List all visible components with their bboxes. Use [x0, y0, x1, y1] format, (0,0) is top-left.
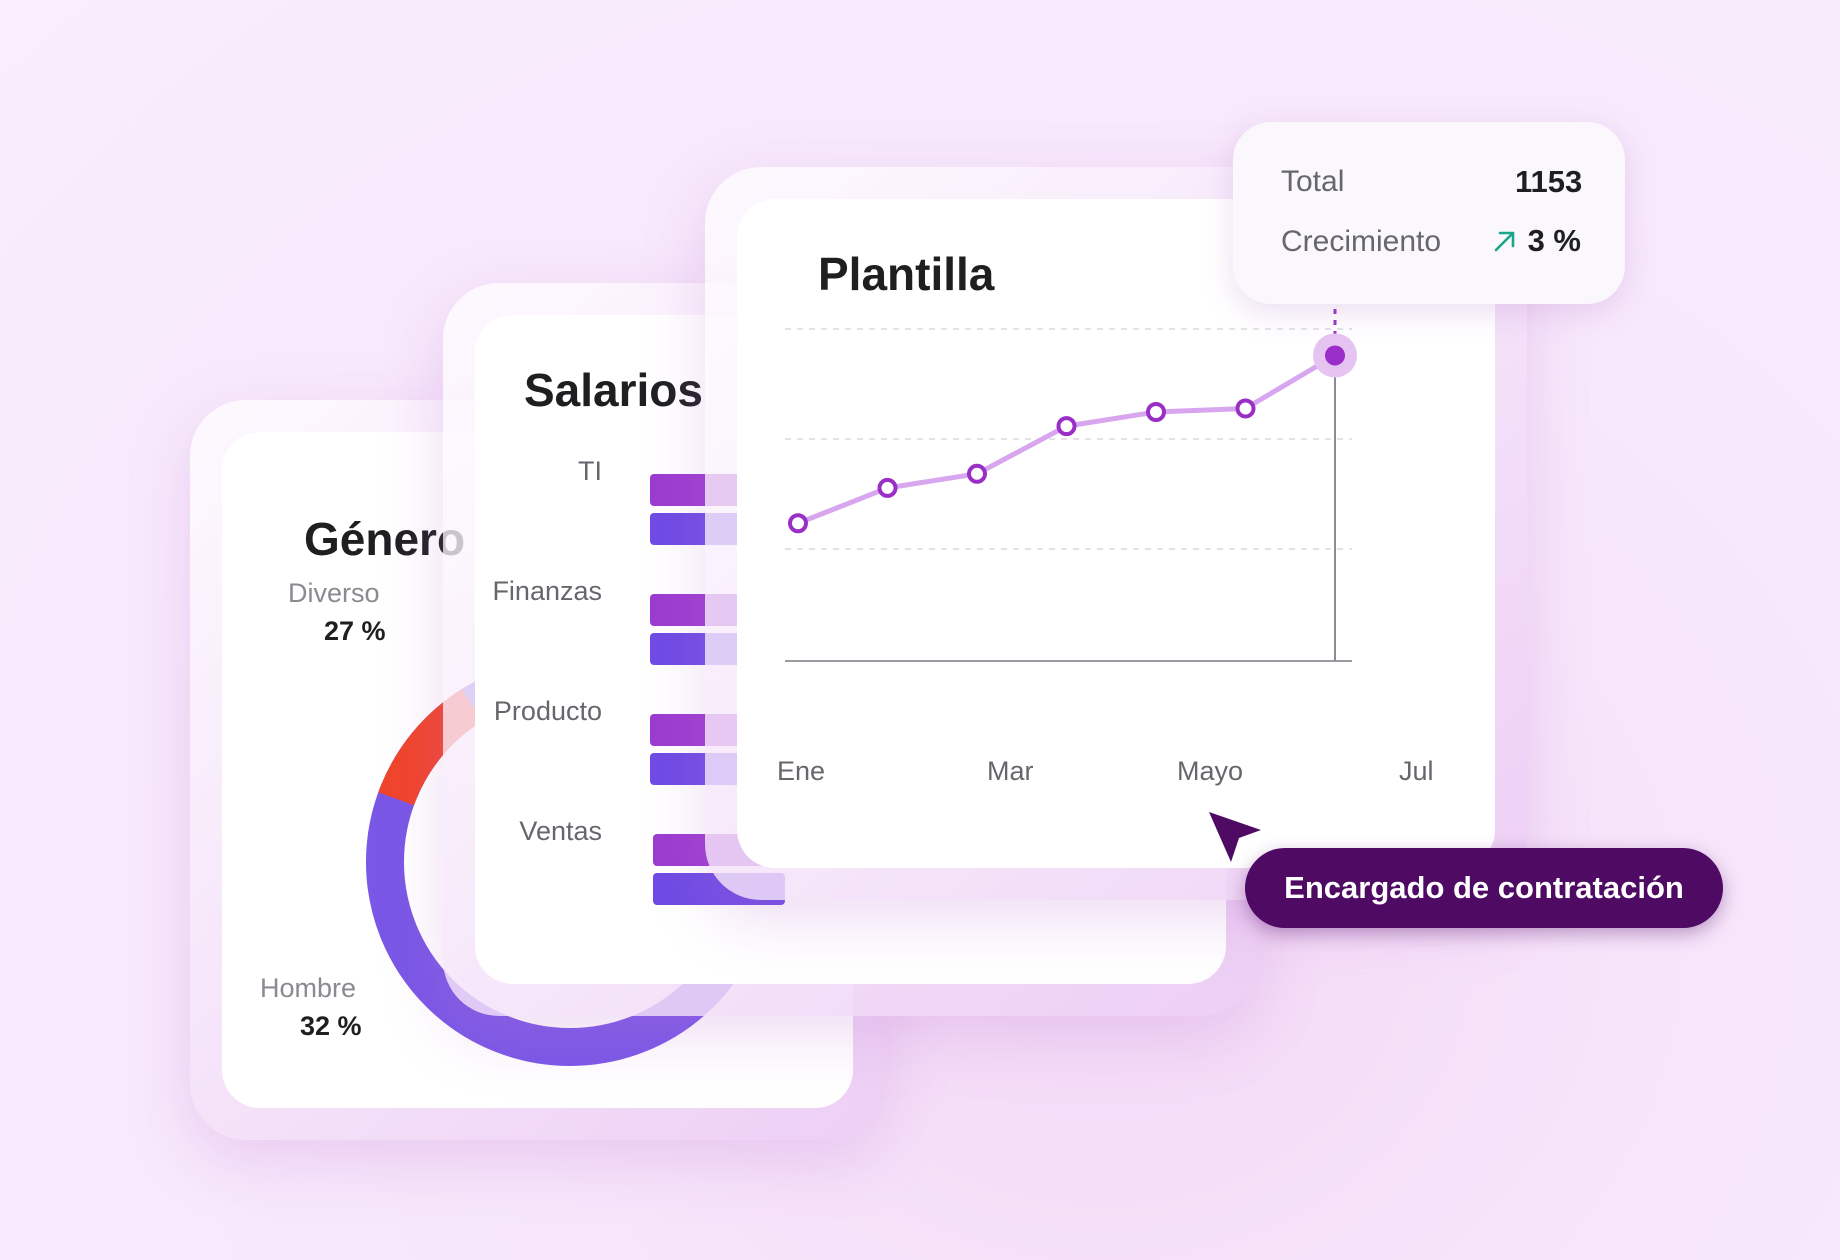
- gender-title: Género: [304, 513, 466, 565]
- growth-label: Crecimiento: [1281, 225, 1442, 258]
- pointer-cursor-icon: [1209, 812, 1261, 862]
- arrow-up-right-icon: [1494, 231, 1515, 252]
- salary-category-label: Ventas: [519, 816, 602, 846]
- headcount-card-body: Plantilla Ene Mar Mayo Jul: [737, 199, 1495, 868]
- x-tick-label: Mar: [987, 756, 1034, 786]
- headcount-title: Plantilla: [818, 248, 995, 300]
- data-point: [1325, 345, 1345, 366]
- headcount-line-chart: [785, 287, 1357, 662]
- x-tick-label: Mayo: [1177, 756, 1244, 786]
- x-tick-label: Ene: [777, 756, 826, 786]
- salary-category-label: Producto: [493, 696, 602, 726]
- x-tick-label: Jul: [1399, 756, 1434, 786]
- salary-category-label: TI: [578, 456, 602, 486]
- data-point: [877, 477, 898, 498]
- diverso-label: Diverso: [288, 578, 380, 608]
- stats-tooltip: Total 1153 Crecimiento 3 %: [1233, 122, 1625, 304]
- data-point: [788, 513, 808, 534]
- hombre-label: Hombre: [260, 973, 357, 1003]
- hombre-value: 32 %: [300, 1011, 362, 1041]
- data-point: [967, 463, 987, 484]
- growth-value: 3 %: [1527, 223, 1581, 258]
- data-point: [1056, 416, 1077, 437]
- headcount-card: Plantilla Ene Mar Mayo Jul: [705, 167, 1527, 900]
- hiring-manager-badge: Encargado de contratación: [1245, 848, 1723, 928]
- data-point: [1146, 402, 1166, 422]
- data-point: [1235, 398, 1256, 419]
- salary-category-label: Finanzas: [492, 576, 602, 606]
- total-value: 1153: [1515, 164, 1583, 199]
- salaries-title: Salarios: [524, 364, 703, 416]
- total-label: Total: [1281, 165, 1345, 198]
- diverso-value: 27 %: [324, 616, 386, 646]
